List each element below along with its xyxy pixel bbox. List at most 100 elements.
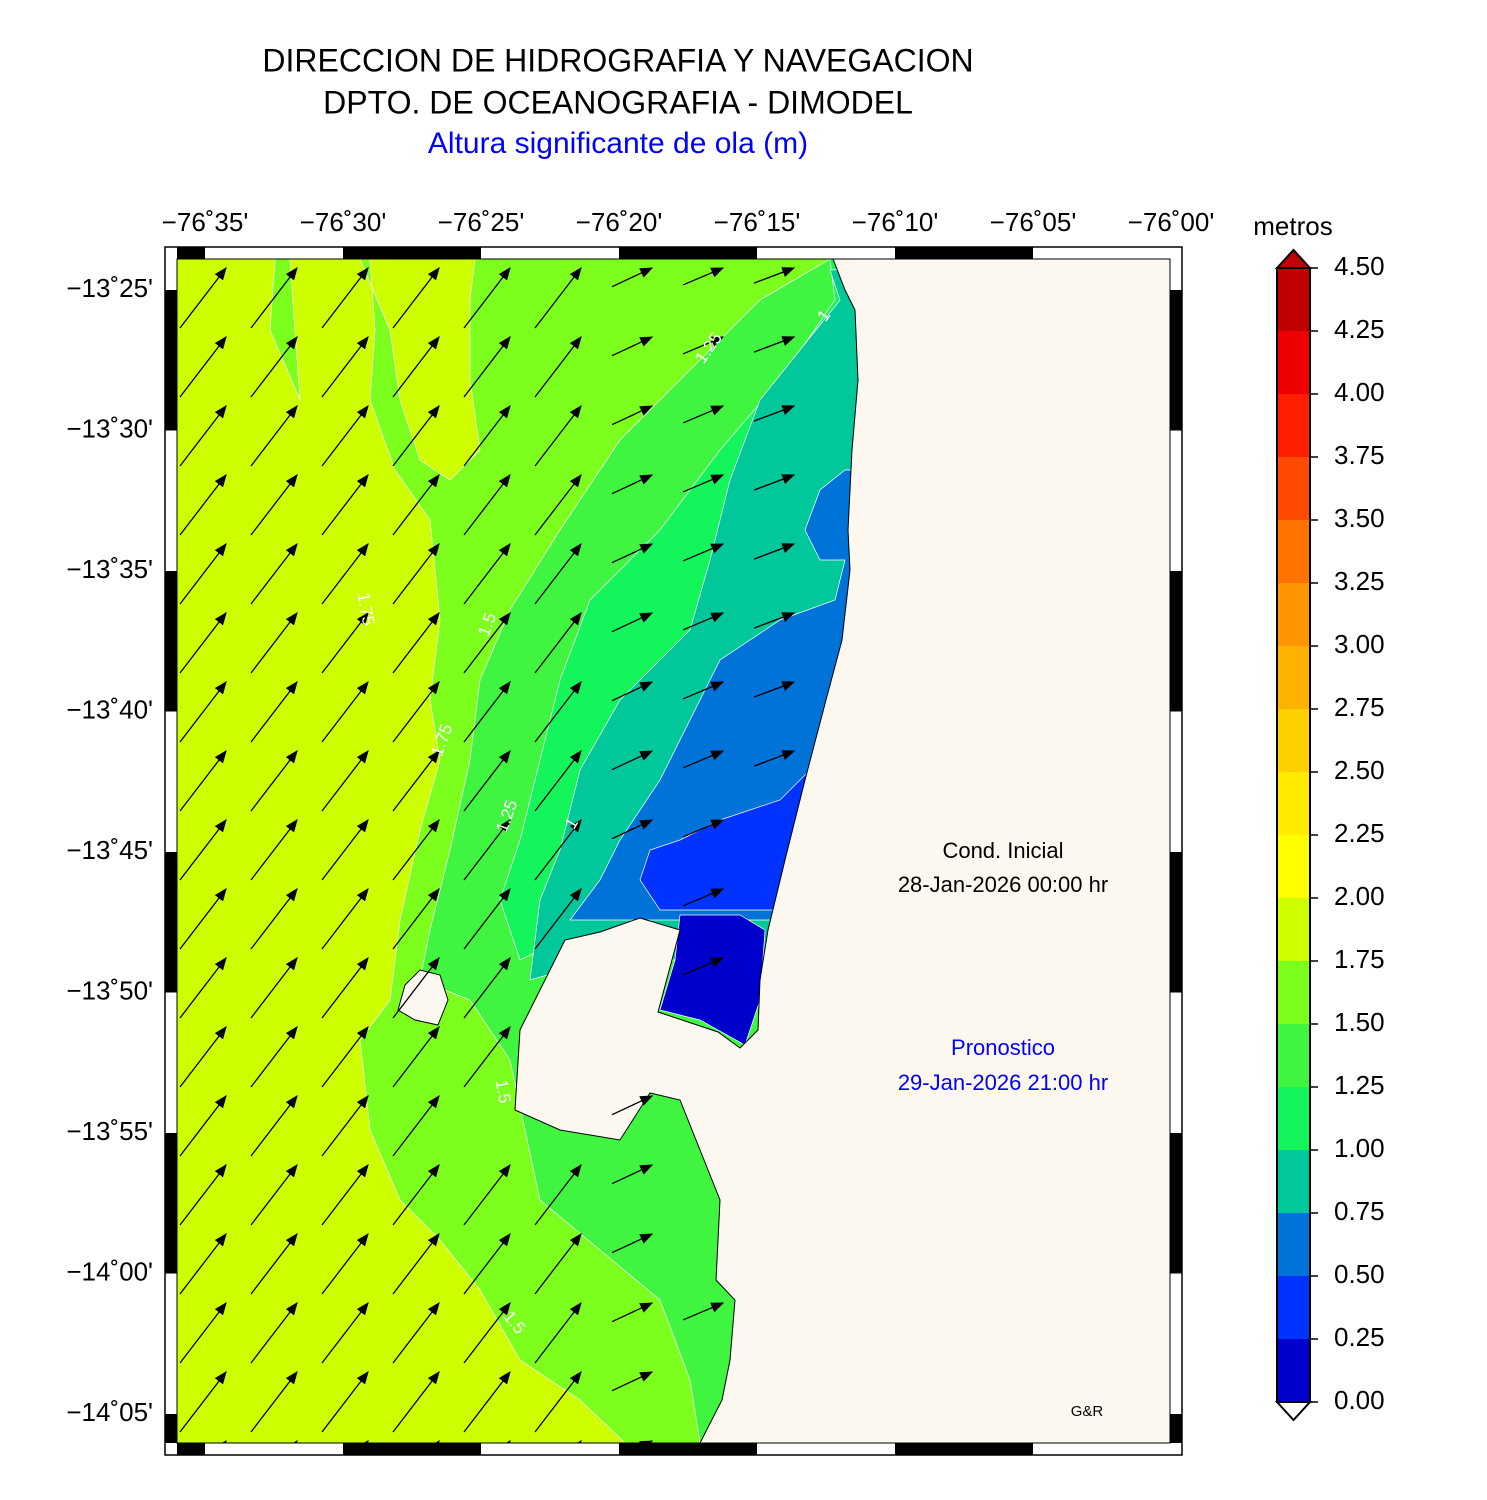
frame-bar <box>165 852 177 993</box>
wave-arrow <box>321 1094 369 1157</box>
colorbar-band <box>1277 1339 1310 1402</box>
wave-arrows <box>179 266 796 1443</box>
wave-arrow <box>250 335 298 398</box>
wave-arrow <box>321 1301 369 1364</box>
frame-bar <box>1170 290 1182 431</box>
wave-arrow <box>179 542 227 605</box>
wave-arrow <box>753 543 796 560</box>
wave-arrow <box>250 1025 298 1088</box>
colorbar-tick-label: 2.00 <box>1334 881 1385 911</box>
y-tick-label: −13˚35' <box>66 554 153 584</box>
colorbar-tick-label: 0.50 <box>1334 1259 1385 1289</box>
subtitle: Altura significante de ola (m) <box>428 127 808 160</box>
wave-arrow <box>250 404 298 467</box>
colorbar-top <box>1274 248 1313 269</box>
wave-arrow <box>250 749 298 812</box>
colorbar-tick-label: 2.75 <box>1334 692 1385 722</box>
wave-arrow <box>463 956 511 1019</box>
wave-arrow <box>321 404 369 467</box>
colorbar-band <box>1277 1024 1310 1087</box>
wave-arrow <box>534 818 582 881</box>
wave-arrow <box>321 749 369 812</box>
y-tick-label: −13˚30' <box>66 413 153 443</box>
wave-arrow <box>250 818 298 881</box>
colorbar-band <box>1277 394 1310 457</box>
colorbar-tick-label: 3.75 <box>1334 440 1385 470</box>
wave-arrow <box>463 887 511 950</box>
wave-arrow <box>534 1301 582 1364</box>
wave-arrow <box>463 611 511 674</box>
x-tick-label: −76˚05' <box>990 207 1077 237</box>
wave-arrow <box>321 956 369 1019</box>
colorbar-band <box>1277 1087 1310 1150</box>
colorbar-band <box>1277 709 1310 772</box>
x-tick-label: −76˚30' <box>300 207 387 237</box>
wave-arrow <box>179 749 227 812</box>
map-border <box>176 258 1171 1444</box>
wave-arrow <box>250 956 298 1019</box>
wave-arrow <box>463 404 511 467</box>
wave-arrow <box>534 1370 582 1433</box>
colorbar-band <box>1277 331 1310 394</box>
map-area: 1 1.25 1.75 1.5 1.75 1.25 1 1.5 1.5 <box>177 259 1170 1443</box>
wave-arrow <box>321 473 369 536</box>
title-1: DIRECCION DE HIDROGRAFIA Y NAVEGACION <box>262 42 973 78</box>
y-tick-label: −13˚45' <box>66 835 153 865</box>
colorbar-band <box>1277 898 1310 961</box>
colorbar-band <box>1277 646 1310 709</box>
wave-arrow <box>534 542 582 605</box>
wave-arrow <box>321 887 369 950</box>
wave-arrow <box>321 611 369 674</box>
colorbar-tick-label: 3.00 <box>1334 629 1385 659</box>
colorbar-tick-label: 1.00 <box>1334 1133 1385 1163</box>
wave-arrow <box>534 473 582 536</box>
frame-bar <box>177 1443 205 1455</box>
wave-arrow <box>611 1095 654 1116</box>
wave-arrow <box>392 473 440 536</box>
colorbar-tick-label: 0.75 <box>1334 1196 1385 1226</box>
wave-arrow <box>463 335 511 398</box>
forecast-label: Pronostico <box>951 1035 1055 1060</box>
wave-arrow <box>179 266 227 329</box>
colorbar-band <box>1277 268 1310 331</box>
wave-arrow <box>392 1094 440 1157</box>
wave-arrow <box>179 1094 227 1157</box>
colorbar-tick-label: 4.25 <box>1334 314 1385 344</box>
wave-arrow <box>534 887 582 950</box>
x-tick-label: −76˚00' <box>1128 207 1215 237</box>
wave-arrow <box>392 749 440 812</box>
wave-arrow <box>611 543 654 564</box>
credit: G&R <box>1071 1403 1104 1420</box>
frame-bar <box>1170 1414 1182 1443</box>
wave-arrow <box>753 474 796 491</box>
y-tick-label: −14˚05' <box>66 1397 153 1427</box>
wave-arrow <box>250 542 298 605</box>
frame-bar <box>165 1133 177 1274</box>
wave-arrow <box>463 473 511 536</box>
wave-arrow <box>392 1370 440 1433</box>
wave-arrow <box>611 1302 654 1323</box>
x-tick-label: −76˚25' <box>438 207 525 237</box>
wave-arrow <box>611 612 654 633</box>
wave-arrow <box>392 1163 440 1226</box>
wave-arrow <box>682 957 725 976</box>
colorbar-band <box>1277 457 1310 520</box>
wave-arrow <box>682 336 725 355</box>
x-tick-label: −76˚20' <box>576 207 663 237</box>
wave-arrow <box>179 335 227 398</box>
wave-arrow <box>534 1163 582 1226</box>
wave-arrow <box>321 818 369 881</box>
wave-arrow <box>179 1301 227 1364</box>
colorbar-band <box>1277 1150 1310 1213</box>
frame-bar <box>619 247 757 259</box>
wave-arrow <box>392 1232 440 1295</box>
wave-arrow <box>179 404 227 467</box>
wave-arrow <box>463 749 511 812</box>
colorbar-band <box>1277 520 1310 583</box>
wave-arrow <box>682 819 725 838</box>
wave-arrow <box>392 818 440 881</box>
wave-arrow <box>250 1163 298 1226</box>
frame-bar <box>165 571 177 712</box>
y-tick-label: −13˚40' <box>66 694 153 724</box>
wave-arrow <box>611 336 654 357</box>
